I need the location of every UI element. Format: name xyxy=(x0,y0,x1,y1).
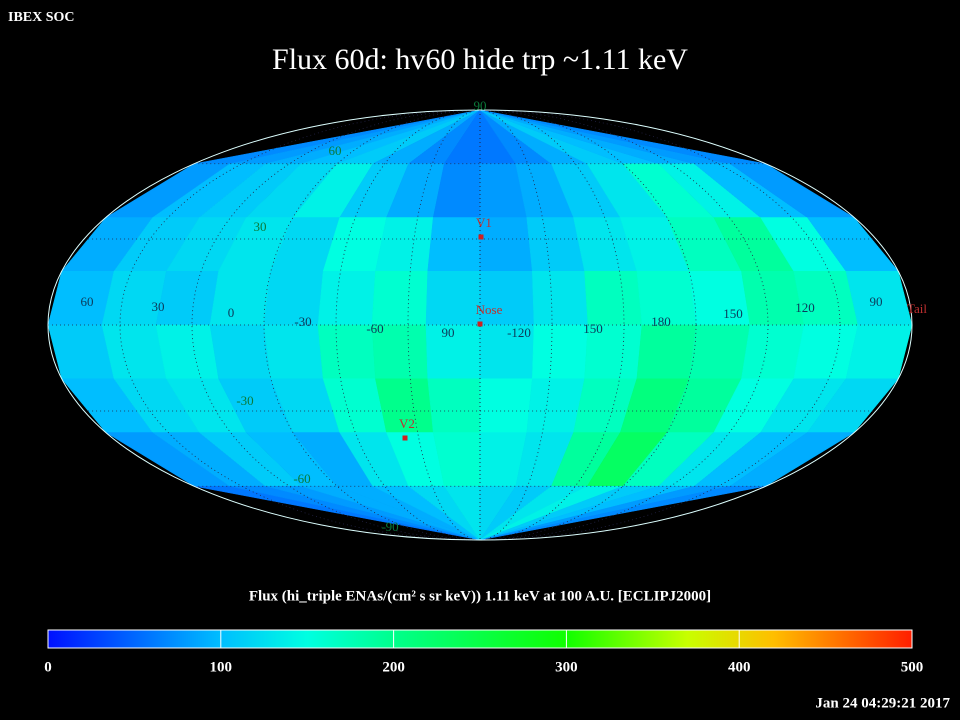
colorbar-tick-label: 500 xyxy=(901,659,924,675)
colorbar-tick-label: 200 xyxy=(382,659,405,675)
longitude-label: -60 xyxy=(366,321,383,336)
marker-dot xyxy=(402,435,408,441)
latitude-label: 30 xyxy=(254,219,267,234)
longitude-label: 150 xyxy=(583,321,603,336)
colorbar-tick-label: 300 xyxy=(555,659,578,675)
colorbar-label: Flux (hi_triple ENAs/(cm² s sr keV)) 1.1… xyxy=(249,588,711,604)
marker-label: V2 xyxy=(399,416,415,431)
longitude-label: 150 xyxy=(723,306,743,321)
flux-tile xyxy=(688,324,751,379)
longitude-label: 90 xyxy=(442,325,455,340)
flux-tile xyxy=(532,271,589,326)
timestamp: Jan 24 04:29:21 2017 xyxy=(815,695,950,711)
colorbar-tick-label: 0 xyxy=(44,659,52,675)
flux-tile xyxy=(425,271,481,326)
marker-label: V1 xyxy=(476,215,492,230)
longitude-label: 90 xyxy=(870,294,883,309)
longitude-label: 60 xyxy=(81,294,94,309)
flux-tile xyxy=(371,271,428,326)
marker-dot xyxy=(477,321,483,327)
longitude-label: -30 xyxy=(294,314,311,329)
flux-tile xyxy=(636,324,697,379)
sky-map: 90 60 30 -30 -60 -90 60 30 0 -30 -60 90 -120 150 180 15… xyxy=(47,98,927,541)
flux-tile xyxy=(427,378,481,433)
longitude-label: 120 xyxy=(795,300,815,315)
colorbar xyxy=(47,629,913,649)
marker-label: Nose xyxy=(476,302,503,317)
marker-label: Tail xyxy=(907,301,927,316)
flux-tile xyxy=(479,378,533,433)
flux-tile xyxy=(209,271,272,326)
flux-tile xyxy=(741,271,805,326)
latitude-label: -90 xyxy=(381,519,398,534)
title: Flux 60d: hv60 hide trp ~1.11 keV xyxy=(272,43,688,76)
flux-tile xyxy=(317,271,376,326)
marker-dot xyxy=(478,234,484,240)
org-label: IBEX SOC xyxy=(8,10,75,25)
latitude-label: 60 xyxy=(329,143,342,158)
flux-tile xyxy=(584,271,643,326)
colorbar-tick-label: 100 xyxy=(210,659,233,675)
flux-tile xyxy=(427,217,481,272)
flux-tile xyxy=(263,324,324,379)
longitude-label: 0 xyxy=(228,305,235,320)
longitude-label: 180 xyxy=(651,314,671,329)
flux-tile xyxy=(209,324,272,379)
latitude-label: -60 xyxy=(293,471,310,486)
flux-tile xyxy=(155,271,219,326)
colorbar-tick-label: 400 xyxy=(728,659,751,675)
longitude-label: 30 xyxy=(152,299,165,314)
latitude-label: -30 xyxy=(236,393,253,408)
flux-tile xyxy=(155,324,219,379)
map-outline xyxy=(47,109,913,541)
flux-tile xyxy=(741,324,805,379)
flux-tile xyxy=(479,486,766,541)
longitude-label: -120 xyxy=(507,325,531,340)
flux-tile xyxy=(532,324,589,379)
latitude-label: 90 xyxy=(474,98,487,113)
